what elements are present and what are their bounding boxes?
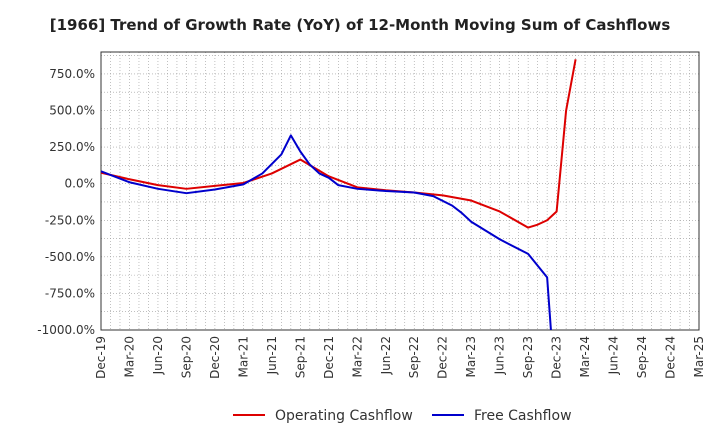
x-tick-label: Jun-22 (379, 336, 393, 375)
y-tick-label: -250.0% (45, 213, 95, 227)
x-tick-label: Jun-21 (265, 336, 279, 375)
x-tick-label: Dec-19 (94, 336, 108, 379)
chart-title: [1966] Trend of Growth Rate (YoY) of 12-… (49, 16, 671, 34)
x-tick-label: Sep-24 (635, 336, 649, 378)
y-tick-label: -750.0% (45, 286, 95, 300)
y-tick-label: 0.0% (65, 177, 96, 191)
grid-lines (101, 52, 699, 330)
x-tick-label: Mar-22 (350, 336, 364, 377)
x-tick-label: Mar-24 (578, 336, 592, 377)
x-tick-label: Dec-23 (550, 336, 564, 379)
plot-frame (100, 51, 700, 331)
y-tick-label: 250.0% (49, 140, 95, 154)
x-tick-label: Jun-20 (151, 336, 165, 375)
x-tick-label: Mar-20 (122, 336, 136, 377)
y-tick-label: 500.0% (49, 104, 95, 118)
x-tick-label: Mar-23 (464, 336, 478, 377)
y-tick-label: -500.0% (45, 250, 95, 264)
x-tick-label: Dec-20 (208, 336, 222, 379)
y-tick-label: 750.0% (49, 67, 95, 81)
x-tick-label: Sep-23 (521, 336, 535, 378)
x-tick-label: Mar-25 (692, 336, 706, 377)
x-tick-label: Sep-22 (407, 336, 421, 378)
legend-label: Operating Cashflow (275, 408, 413, 424)
x-tick-label: Sep-20 (179, 336, 193, 378)
y-tick-label: -1000.0% (37, 323, 95, 337)
x-tick-label: Jun-23 (493, 336, 507, 375)
series-line-free-cashflow (101, 134, 552, 330)
x-tick-label: Mar-21 (236, 336, 250, 377)
x-tick-label: Jun-24 (607, 336, 621, 375)
x-tick-label: Dec-22 (436, 336, 450, 379)
x-tick-label: Dec-21 (322, 336, 336, 379)
legend-label: Free Cashflow (474, 408, 572, 424)
x-tick-label: Sep-21 (293, 336, 307, 378)
x-tick-label: Dec-24 (664, 336, 678, 379)
